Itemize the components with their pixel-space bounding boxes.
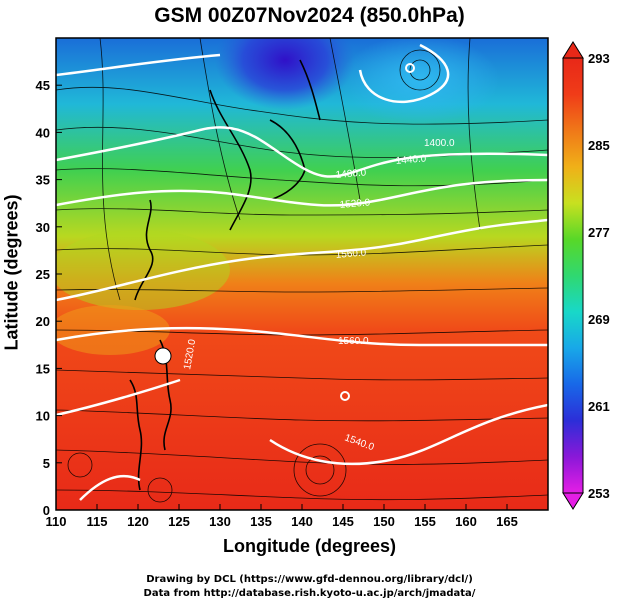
contour-label: 1560.0 <box>335 247 367 261</box>
y-tick-label: 35 <box>36 173 50 188</box>
low-center-marker <box>340 63 415 401</box>
y-tick-label: 25 <box>36 267 50 282</box>
y-tick-label: 40 <box>36 125 50 140</box>
height-contours <box>56 43 548 501</box>
contour-label: 1520.0 <box>182 338 198 370</box>
typhoon-marker <box>154 347 172 365</box>
x-tick-label: 130 <box>209 514 231 529</box>
x-axis-ticks: 110 115 120 125 130 135 140 145 150 155 160 165 <box>46 504 518 529</box>
figure-title: GSM 00Z07Nov2024 (850.0hPa) <box>154 4 465 27</box>
temperature-field: 1400.0 1440.0 1480.0 1520.0 1560.0 1560.0 1520… <box>56 38 548 510</box>
x-tick-label: 115 <box>87 514 108 529</box>
x-tick-label: 140 <box>291 514 313 529</box>
x-tick-label: 110 <box>46 514 67 529</box>
x-tick-label: 160 <box>455 514 477 529</box>
colorbar-tick-label: 277 <box>588 225 610 240</box>
y-axis-ticks: 0 5 10 15 20 25 30 35 40 45 <box>36 78 62 518</box>
x-tick-label: 135 <box>250 514 272 529</box>
colorbar-ticks: 253 261 269 277 285 293 <box>588 51 610 501</box>
colorbar-max-arrow <box>562 41 584 59</box>
colorbar-tick-label: 269 <box>588 312 610 327</box>
credit-drawing: Drawing by DCL (https://www.gfd-dennou.o… <box>146 574 473 585</box>
colorbar-min-arrow <box>562 492 584 510</box>
y-tick-label: 45 <box>36 78 50 93</box>
y-tick-label: 30 <box>36 220 50 235</box>
contour-label: 1560.0 <box>338 336 369 347</box>
y-tick-label: 15 <box>36 361 50 376</box>
x-tick-label: 145 <box>332 514 354 529</box>
colorbar: 253 261 269 277 285 293 <box>562 41 610 510</box>
contour-label: 1400.0 <box>424 138 455 149</box>
credit-data-source: Data from http://database.rish.kyoto-u.a… <box>143 588 476 599</box>
colorbar-tick-label: 253 <box>588 486 610 501</box>
contour-label: 1520.0 <box>339 197 371 211</box>
colorbar-tick-label: 293 <box>588 51 610 66</box>
contour-label: 1440.0 <box>395 153 427 167</box>
y-tick-label: 10 <box>36 409 50 424</box>
y-axis-label: Latitude (degrees) <box>1 194 22 351</box>
x-tick-label: 120 <box>127 514 149 529</box>
x-axis-label: Longitude (degrees) <box>222 536 396 556</box>
y-tick-label: 20 <box>36 314 50 329</box>
y-tick-label: 5 <box>43 456 50 471</box>
x-tick-label: 155 <box>414 514 436 529</box>
y-tick-label: 0 <box>43 503 50 518</box>
colorbar-tick-label: 261 <box>588 399 610 414</box>
x-tick-label: 125 <box>168 514 190 529</box>
colorbar-tick-label: 285 <box>588 138 610 153</box>
x-tick-label: 165 <box>496 514 518 529</box>
x-tick-label: 150 <box>373 514 395 529</box>
contour-label: 1480.0 <box>335 167 367 181</box>
